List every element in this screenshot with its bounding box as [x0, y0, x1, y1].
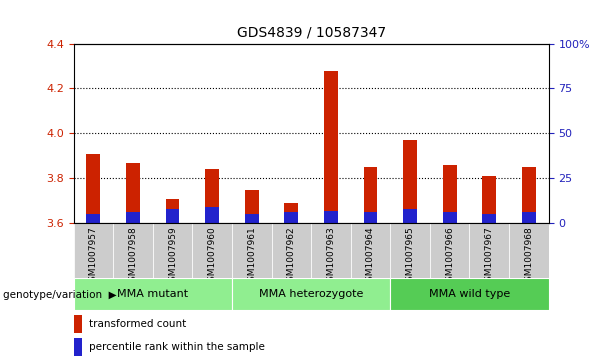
Bar [74, 278, 232, 310]
Bar [86, 154, 101, 223]
Bar [403, 209, 417, 223]
Text: GSM1007958: GSM1007958 [129, 226, 137, 287]
Text: GSM1007968: GSM1007968 [524, 226, 533, 287]
Bar [509, 223, 549, 278]
Bar [522, 212, 536, 223]
Bar [403, 140, 417, 223]
Bar [482, 176, 496, 223]
Text: GSM1007960: GSM1007960 [208, 226, 216, 287]
Bar [284, 212, 299, 223]
Bar [311, 223, 351, 278]
Bar [324, 70, 338, 223]
Bar [430, 223, 470, 278]
Text: genotype/variation  ▶: genotype/variation ▶ [3, 290, 116, 300]
Bar [284, 203, 299, 223]
Bar [364, 212, 378, 223]
Bar [74, 315, 82, 333]
Bar [232, 223, 272, 278]
Text: transformed count: transformed count [89, 319, 186, 330]
Text: MMA mutant: MMA mutant [117, 289, 188, 299]
Bar [390, 278, 549, 310]
Bar [74, 223, 113, 278]
Bar [482, 214, 496, 223]
Text: GSM1007964: GSM1007964 [366, 226, 375, 287]
Bar [126, 212, 140, 223]
Text: GSM1007963: GSM1007963 [326, 226, 335, 287]
Bar [153, 223, 192, 278]
Bar [205, 169, 219, 223]
Bar [522, 167, 536, 223]
Bar [443, 165, 457, 223]
Bar [272, 223, 311, 278]
Bar [324, 211, 338, 223]
Bar [351, 223, 390, 278]
Bar [245, 189, 259, 223]
Bar [192, 223, 232, 278]
Bar [205, 207, 219, 223]
Bar [390, 223, 430, 278]
Bar [364, 167, 378, 223]
Text: percentile rank within the sample: percentile rank within the sample [89, 342, 265, 352]
Bar [166, 199, 180, 223]
Text: GSM1007965: GSM1007965 [406, 226, 414, 287]
Bar [113, 223, 153, 278]
Text: GSM1007966: GSM1007966 [445, 226, 454, 287]
Text: GSM1007962: GSM1007962 [287, 226, 296, 287]
Text: MMA wild type: MMA wild type [429, 289, 510, 299]
Bar [86, 214, 101, 223]
Text: GSM1007959: GSM1007959 [168, 226, 177, 287]
Bar [443, 212, 457, 223]
Text: GSM1007961: GSM1007961 [247, 226, 256, 287]
Bar [232, 278, 390, 310]
Text: MMA heterozygote: MMA heterozygote [259, 289, 364, 299]
Text: GSM1007957: GSM1007957 [89, 226, 98, 287]
Bar [126, 163, 140, 223]
Title: GDS4839 / 10587347: GDS4839 / 10587347 [237, 26, 386, 40]
Bar [245, 214, 259, 223]
Text: GSM1007967: GSM1007967 [485, 226, 493, 287]
Bar [74, 338, 82, 356]
Bar [166, 209, 180, 223]
Bar [470, 223, 509, 278]
